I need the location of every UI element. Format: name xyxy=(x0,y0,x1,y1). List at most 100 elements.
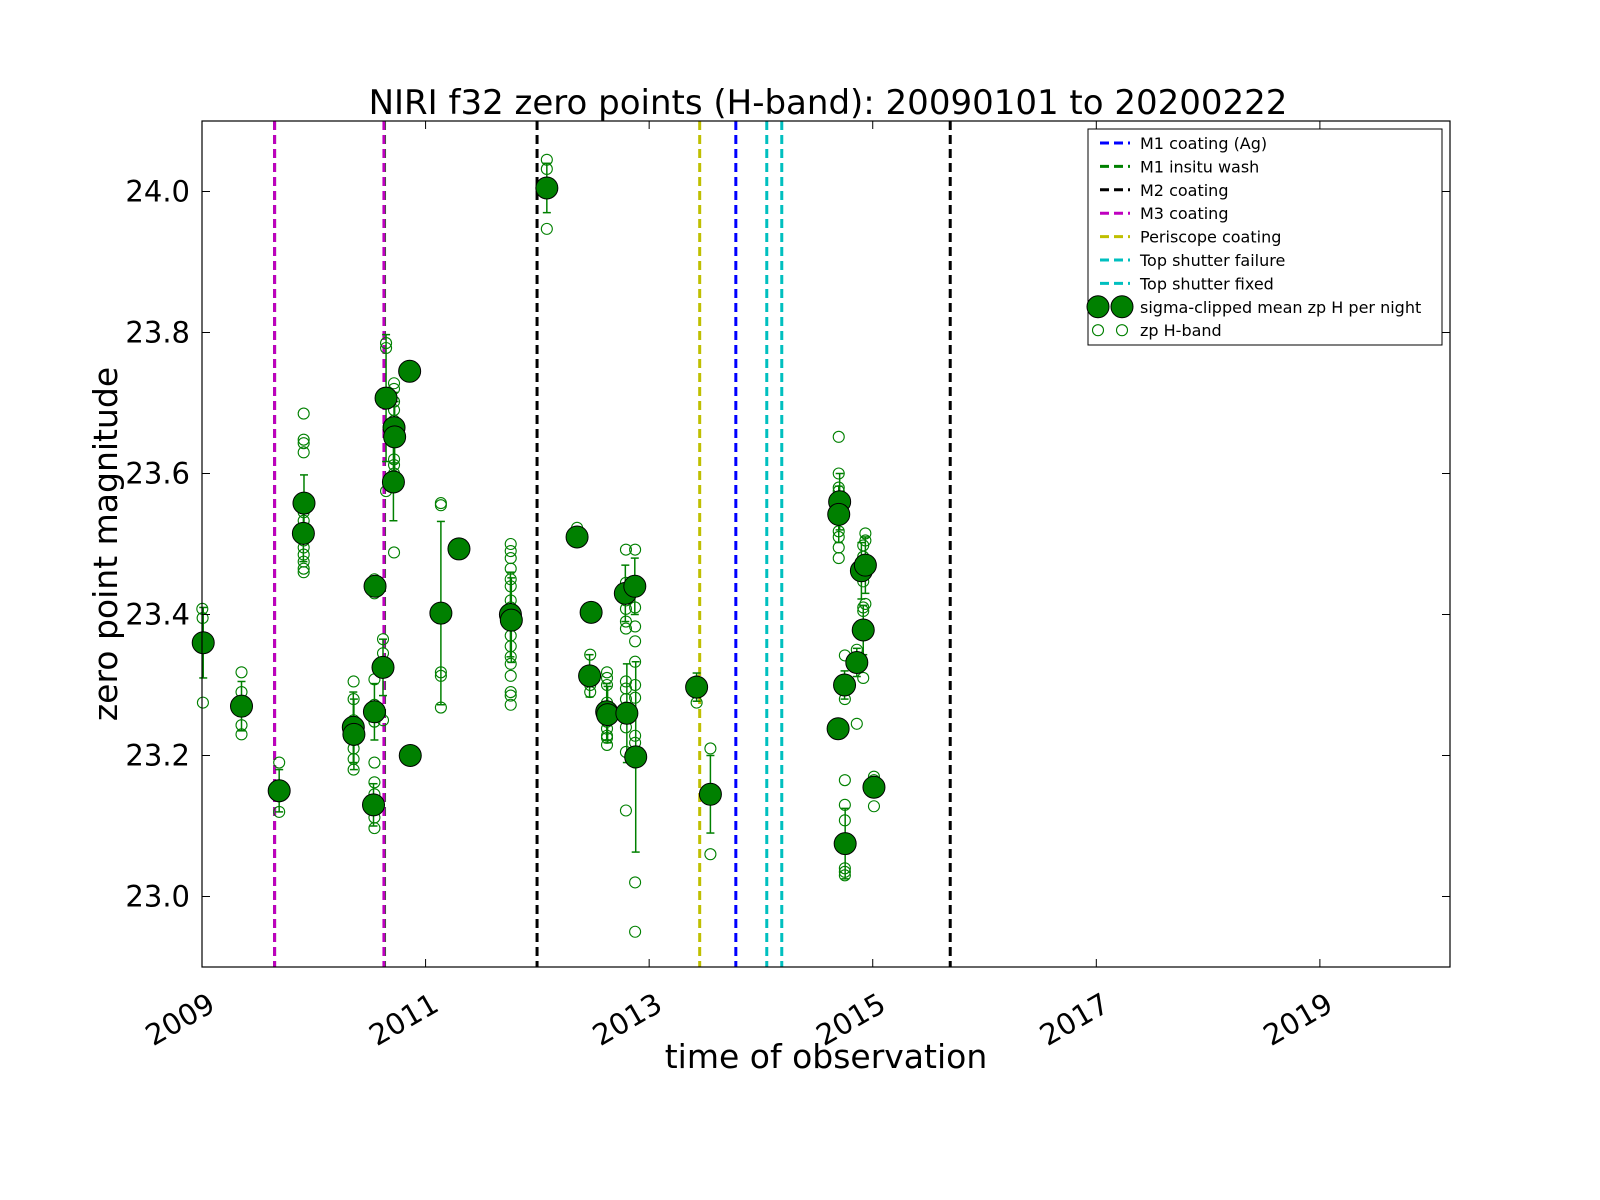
mean-point xyxy=(698,782,722,806)
legend-label: M1 coating (Ag) xyxy=(1140,134,1267,153)
mean-point xyxy=(862,775,886,799)
zp-point xyxy=(297,437,310,450)
zp-point xyxy=(600,731,614,744)
reference-lines-layer xyxy=(273,121,952,967)
y-axis-label: zero point magnitude xyxy=(86,367,125,721)
legend-label: M3 coating xyxy=(1140,204,1228,223)
zp-point xyxy=(629,729,642,742)
zp-point xyxy=(273,756,286,769)
zp-point xyxy=(629,635,642,648)
zp-point xyxy=(619,543,632,556)
mean-point xyxy=(230,694,254,718)
y-tick-label: 23.6 xyxy=(125,457,190,491)
zp-point xyxy=(387,453,401,466)
zp-point xyxy=(600,738,614,751)
legend-marker xyxy=(1115,324,1129,337)
zp-point xyxy=(504,657,517,670)
zp-point xyxy=(368,822,381,835)
zp-point xyxy=(629,876,642,889)
mean-point xyxy=(191,631,215,655)
mean-point xyxy=(267,779,291,803)
zp-point xyxy=(832,552,845,565)
mean-point xyxy=(615,701,639,725)
zp-point xyxy=(235,719,248,732)
zp-point xyxy=(857,671,870,685)
zp-point xyxy=(838,798,851,811)
mean-point xyxy=(499,608,523,632)
legend-label: Top shutter fixed xyxy=(1139,274,1274,293)
legend-label: Top shutter failure xyxy=(1139,251,1285,270)
legend-label: sigma-clipped mean zp H per night xyxy=(1140,298,1421,317)
chart-title: NIRI f32 zero points (H-band): 20090101 … xyxy=(369,83,1288,123)
zp-point xyxy=(838,865,851,878)
zp-point xyxy=(434,666,447,679)
zp-point xyxy=(504,650,517,663)
legend-marker xyxy=(1091,324,1105,337)
zp-point xyxy=(347,693,360,706)
zp-point xyxy=(629,678,642,692)
mean-point xyxy=(624,745,648,769)
zp-point xyxy=(540,153,553,166)
zp-point xyxy=(235,666,248,679)
zp-point xyxy=(347,675,360,688)
mean-point xyxy=(374,386,398,410)
mean-point xyxy=(851,618,875,642)
zp-point xyxy=(704,742,717,755)
zp-point xyxy=(504,573,517,586)
mean-point xyxy=(362,793,386,817)
zp-point xyxy=(504,685,517,699)
zp-point xyxy=(434,669,447,682)
mean-point xyxy=(362,700,386,724)
zp-point xyxy=(832,430,845,443)
y-tick-label: 23.4 xyxy=(125,598,190,632)
zp-point xyxy=(380,337,393,350)
mean-point xyxy=(363,574,387,598)
zp-point xyxy=(619,622,632,635)
legend-box xyxy=(1087,128,1443,346)
mean-point xyxy=(565,525,589,549)
mean-point xyxy=(429,601,453,625)
zp-point xyxy=(859,527,872,540)
zp-point xyxy=(235,728,248,741)
zp-point xyxy=(434,701,447,714)
plot-frame xyxy=(201,120,1451,968)
zp-point xyxy=(629,691,642,704)
mean-point xyxy=(398,744,422,767)
zp-point xyxy=(859,597,872,610)
zp-point xyxy=(196,696,209,709)
zp-point xyxy=(376,633,390,646)
mean-point xyxy=(342,722,366,746)
zp-point xyxy=(600,671,614,685)
zp-point xyxy=(704,848,717,861)
mean-point xyxy=(383,425,407,449)
zp-point xyxy=(832,467,845,480)
zp-point xyxy=(857,604,870,618)
zp-point xyxy=(600,666,614,679)
legend-label: zp H-band xyxy=(1140,321,1222,340)
zp-point xyxy=(504,580,517,593)
mean-point xyxy=(447,537,471,561)
zp-point xyxy=(838,814,851,827)
zp-point xyxy=(859,534,872,547)
zp-point xyxy=(629,925,642,938)
zp-point xyxy=(504,698,517,711)
y-tick-label: 23.8 xyxy=(125,316,190,350)
mean-point xyxy=(291,521,315,545)
mean-point xyxy=(853,553,877,577)
zp-point xyxy=(619,615,632,628)
zp-point xyxy=(629,543,642,556)
zp-point xyxy=(504,544,517,558)
legend: M1 coating (Ag) M1 insitu wash M2 coating M… xyxy=(1086,128,1443,346)
y-tick-label: 23.0 xyxy=(125,880,190,914)
zp-point xyxy=(368,756,381,769)
mean-point xyxy=(596,703,620,727)
mean-point xyxy=(845,650,869,674)
zp-point xyxy=(504,537,517,551)
zp-point xyxy=(629,620,642,633)
y-tick-label: 24.0 xyxy=(125,175,190,209)
zp-point xyxy=(387,377,401,390)
legend-label: M1 insitu wash xyxy=(1140,157,1259,176)
zp-point xyxy=(434,499,447,512)
x-axis-label: time of observation xyxy=(665,1037,988,1076)
